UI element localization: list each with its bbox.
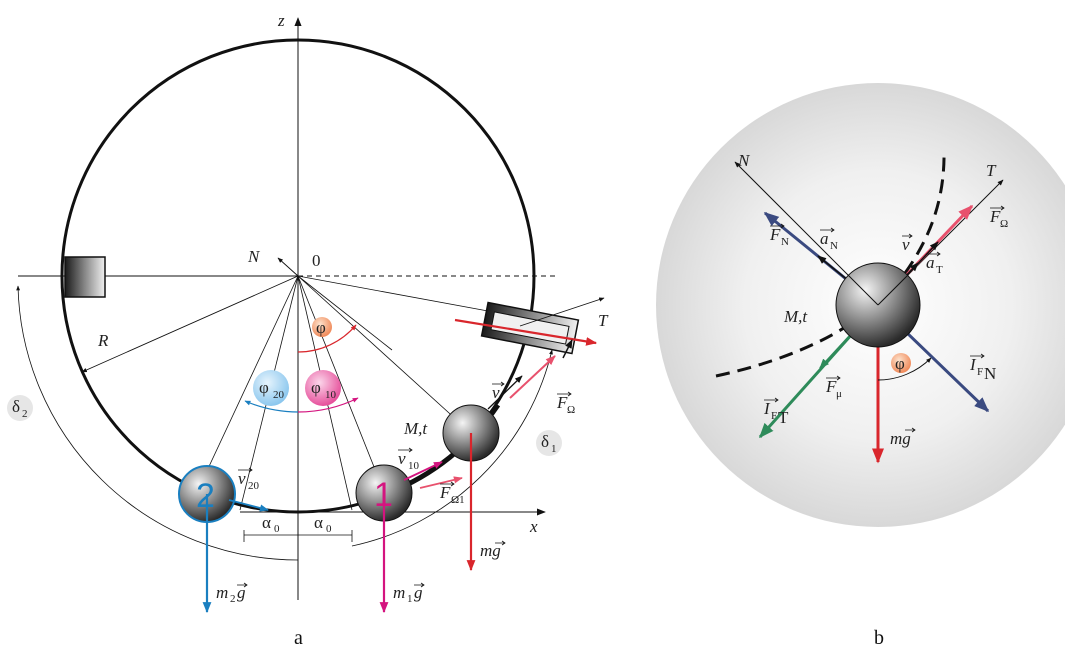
t-label-b: T xyxy=(986,161,997,180)
m1g-sub: 1 xyxy=(407,593,413,605)
i-ft-subsub: T xyxy=(778,408,789,427)
phi20-label: φ xyxy=(259,378,269,397)
f-n-sub: N xyxy=(781,236,789,248)
z-axis-label: z xyxy=(277,11,285,30)
panel-a: z x 0 R N φ φ xyxy=(7,11,609,649)
right-block xyxy=(480,301,580,355)
phi-label-a: φ xyxy=(316,318,326,337)
m1g-g: g xyxy=(414,583,423,602)
t-axis-a xyxy=(519,297,605,327)
i-fn-subsub: N xyxy=(984,364,996,383)
block-force-red xyxy=(454,318,598,346)
f-omega-sub-a: Ω xyxy=(567,404,575,416)
x-axis-label: x xyxy=(529,517,538,536)
left-block xyxy=(64,256,106,298)
delta2-arc xyxy=(16,285,299,561)
delta2-label: δ xyxy=(12,397,20,416)
m1g-label: m xyxy=(393,583,405,602)
f-omega-label-a: F xyxy=(556,393,568,412)
m2g-g: g xyxy=(237,583,246,602)
alpha0-right: α xyxy=(314,513,323,532)
caption-b: b xyxy=(874,627,884,649)
i-fn-sub: F xyxy=(977,366,983,378)
delta1-label: δ xyxy=(541,432,549,451)
a-n-sub: N xyxy=(830,240,838,252)
i-fn-label: I xyxy=(969,355,977,374)
delta1-arc xyxy=(351,349,553,547)
t-label-a: T xyxy=(598,311,609,330)
n-axis-a xyxy=(277,257,299,277)
v20-sub: 20 xyxy=(248,480,260,492)
v-arrow-a xyxy=(487,375,523,410)
f-mu-sub: μ xyxy=(836,388,842,400)
phi10-sub: 10 xyxy=(325,389,337,401)
delta2-sub: 2 xyxy=(22,408,28,420)
alpha0-left: α xyxy=(262,513,271,532)
a-t-sub: T xyxy=(936,264,943,276)
phi-arc xyxy=(297,324,357,353)
mt-label-a: M,t xyxy=(403,419,428,438)
f-omega1-label: F xyxy=(439,483,451,502)
v10-arrow xyxy=(403,461,443,481)
f-omega1-arrow xyxy=(419,476,463,489)
block-vel-arrow xyxy=(562,339,573,359)
i-ft-label: I xyxy=(763,399,771,418)
v20-label: v xyxy=(238,469,246,488)
origin-label: 0 xyxy=(312,251,321,270)
phi-label-b: φ xyxy=(895,354,905,373)
f-n-label: F xyxy=(769,225,781,244)
delta2-badge xyxy=(7,395,33,421)
radial-lines xyxy=(197,275,516,511)
phi20-arc xyxy=(244,400,299,413)
v-label-b: v xyxy=(902,235,910,254)
m2g-sub: 2 xyxy=(230,593,236,605)
f-omega-label-b: F xyxy=(989,207,1001,226)
delta1-sub: 1 xyxy=(551,443,557,455)
f-omega-sub-b: Ω xyxy=(1000,218,1008,230)
radius-arrow xyxy=(81,275,299,373)
f-omega-arrow-a xyxy=(509,355,556,399)
phi10-arc xyxy=(297,397,359,413)
f-omega1-sub: Ω1 xyxy=(451,494,465,506)
phi20-badge xyxy=(253,370,289,406)
v10-sub: 10 xyxy=(408,460,420,472)
delta1-badge xyxy=(536,430,562,456)
n-label-b: N xyxy=(737,151,751,170)
phi-badge xyxy=(312,317,332,337)
panel-b: N T F N a N I F N F Ω v a T I F T F μ xyxy=(656,83,1065,649)
caption-a: a xyxy=(294,627,303,649)
mg-label-a: mg xyxy=(480,541,501,560)
v20-arrow xyxy=(228,499,269,512)
mt-label-b: M,t xyxy=(783,307,808,326)
ball-2-label: 2 xyxy=(196,477,215,515)
a-t-label: a xyxy=(926,253,935,272)
mg-label-b: mg xyxy=(890,429,911,448)
m2g-label: m xyxy=(216,583,228,602)
f-mu-label: F xyxy=(825,377,837,396)
a-n-label: a xyxy=(820,229,829,248)
i-ft-sub: F xyxy=(771,410,777,422)
ring xyxy=(60,38,536,514)
radius-label: R xyxy=(97,331,109,350)
n-label-a: N xyxy=(247,247,261,266)
phi-badge-b xyxy=(891,353,911,373)
phi10-badge xyxy=(305,370,341,406)
phi10-label: φ xyxy=(311,378,321,397)
alpha0-left-sub: 0 xyxy=(274,523,280,535)
v-label-a: v xyxy=(492,383,500,402)
vector-overbars xyxy=(237,205,1005,588)
alpha0-right-sub: 0 xyxy=(326,523,332,535)
v10-label: v xyxy=(398,449,406,468)
phi-arc-b xyxy=(877,357,932,381)
phi20-sub: 20 xyxy=(273,389,285,401)
